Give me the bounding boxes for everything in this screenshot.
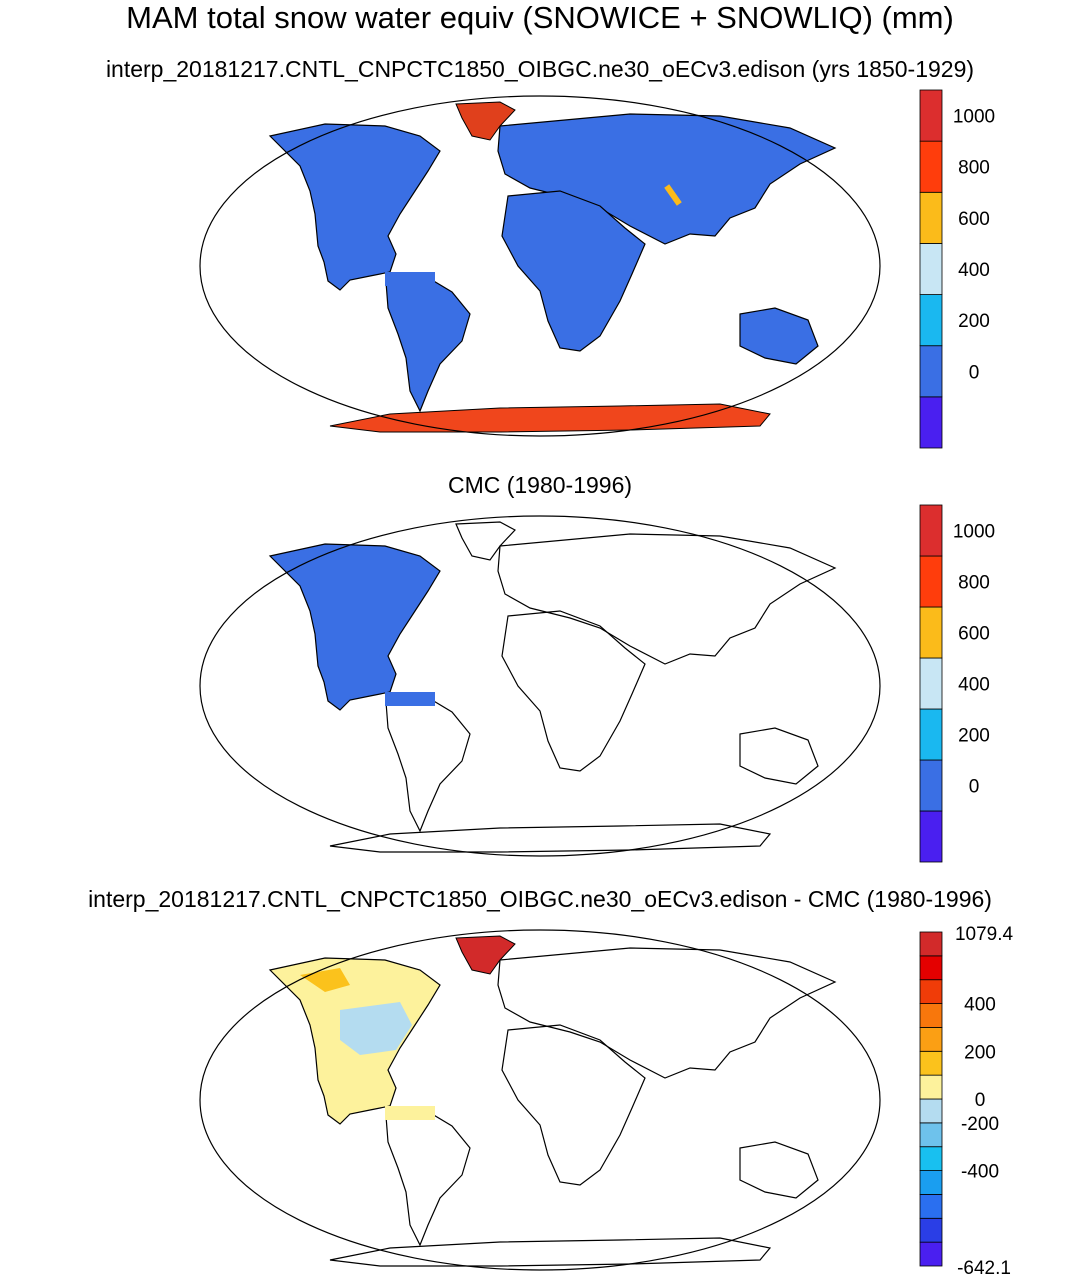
colorbar-tick-label: 800 bbox=[958, 158, 990, 179]
caribbean-fill bbox=[385, 1106, 435, 1120]
colorbar-tick-label: 200 bbox=[958, 311, 990, 332]
north-america-fill bbox=[269, 543, 441, 711]
colorbar-tick-label: -200 bbox=[961, 1114, 999, 1135]
map-border bbox=[199, 515, 881, 857]
colorbar-box bbox=[919, 345, 943, 398]
panel-title-obs: CMC (1980-1996) bbox=[447, 472, 633, 498]
colorbar-tick-label: 200 bbox=[958, 726, 990, 747]
colorbar-tick-label: 400 bbox=[958, 260, 990, 281]
colorbar-box bbox=[919, 1027, 943, 1052]
colorbar-tick-label: 600 bbox=[958, 624, 990, 645]
panel-title-model: interp_20181217.CNTL_CNPCTC1850_OIBGC.ne… bbox=[105, 56, 975, 82]
colorbar-box bbox=[919, 396, 943, 449]
colorbar-tick-label: 800 bbox=[958, 573, 990, 594]
colorbar-box bbox=[919, 294, 943, 347]
greenland-fill bbox=[455, 935, 516, 975]
colorbar-tick-label: 0 bbox=[969, 777, 980, 798]
colorbar-tick-label: 400 bbox=[958, 675, 990, 696]
caribbean-fill bbox=[385, 692, 435, 706]
colorbar-box bbox=[919, 606, 943, 659]
colorbar-diff: -400 -200 0 200 400 1079.4 -642.1 bbox=[919, 924, 1014, 1275]
colorbar-tick-label: 0 bbox=[969, 362, 980, 383]
antarctica-fill bbox=[329, 403, 771, 433]
map-panel-diff bbox=[199, 929, 881, 1271]
colorbar-box bbox=[919, 1003, 943, 1028]
colorbar-tick-label: -400 bbox=[961, 1162, 999, 1183]
colorbar-tick-label: 1000 bbox=[953, 522, 995, 543]
colorbar-max-label: 1079.4 bbox=[955, 924, 1014, 945]
colorbar-tick-label: 0 bbox=[975, 1090, 986, 1111]
tibet-highlight bbox=[664, 184, 682, 206]
colorbar-box bbox=[919, 1170, 943, 1195]
diff-negative-patch bbox=[340, 1002, 412, 1055]
colorbar-tick-label: 1000 bbox=[953, 107, 995, 128]
colorbar-box bbox=[919, 1241, 943, 1267]
colorbar-box bbox=[919, 1050, 943, 1076]
map-border bbox=[199, 95, 881, 437]
colorbar-min-label: -642.1 bbox=[957, 1258, 1011, 1275]
colorbar-box bbox=[919, 504, 943, 557]
colorbar-box bbox=[919, 191, 943, 244]
main-title: MAM total snow water equiv (SNOWICE + SN… bbox=[126, 0, 954, 35]
colorbar-box bbox=[919, 955, 943, 981]
colorbar-box bbox=[919, 1098, 943, 1124]
colorbar-box bbox=[919, 759, 943, 812]
colorbar-tick-label: 400 bbox=[964, 995, 996, 1016]
colorbar-box bbox=[919, 243, 943, 295]
colorbar-box bbox=[919, 1074, 943, 1100]
colorbar-box bbox=[919, 140, 943, 193]
colorbar-box bbox=[919, 810, 943, 863]
land-fill bbox=[269, 113, 836, 412]
colorbar-box bbox=[919, 1217, 943, 1243]
colorbar-box bbox=[919, 89, 943, 142]
panel-title-diff: interp_20181217.CNTL_CNPCTC1850_OIBGC.ne… bbox=[88, 886, 992, 912]
map-panel-obs bbox=[199, 515, 881, 857]
colorbar-box bbox=[919, 708, 943, 761]
colorbar-obs: 0 200 400 600 800 1000 bbox=[919, 504, 995, 863]
colorbar-box bbox=[919, 1146, 943, 1171]
colorbar-tick-label: 600 bbox=[958, 209, 990, 230]
colorbar-model: 0 200 400 600 800 1000 bbox=[919, 89, 995, 449]
colorbar-box bbox=[919, 1122, 943, 1148]
colorbar-tick-label: 200 bbox=[964, 1042, 996, 1063]
colorbar-box bbox=[919, 1194, 943, 1219]
colorbar-box bbox=[919, 931, 943, 957]
colorbar-box bbox=[919, 657, 943, 710]
colorbar-box bbox=[919, 555, 943, 608]
map-panel-model bbox=[199, 95, 881, 437]
colorbar-box bbox=[919, 979, 943, 1004]
map-border bbox=[199, 929, 881, 1271]
